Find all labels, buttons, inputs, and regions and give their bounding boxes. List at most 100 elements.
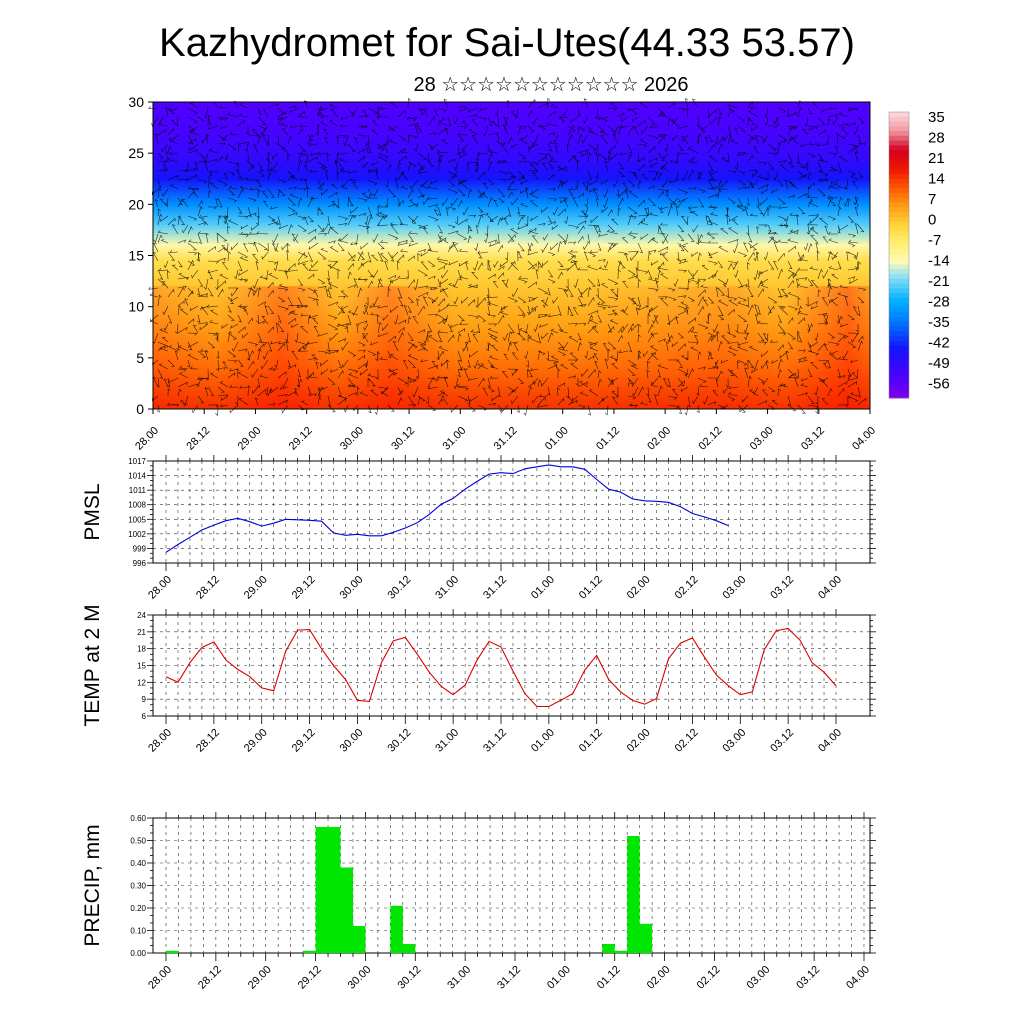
wind-barb — [367, 280, 374, 289]
wind-barb — [364, 215, 369, 226]
wind-barb — [784, 179, 789, 190]
wind-barb — [687, 206, 693, 214]
wind-barb — [209, 320, 219, 325]
wind-barb — [837, 381, 848, 388]
wind-barb — [810, 215, 819, 224]
wind-barb — [547, 278, 556, 284]
wind-barb — [637, 242, 644, 254]
wind-barb — [627, 170, 638, 177]
wind-barb — [611, 390, 619, 397]
x-tick-label: 29.00 — [246, 964, 274, 992]
wind-barb — [247, 385, 251, 397]
wind-barb — [537, 314, 549, 319]
wind-barb — [327, 350, 340, 353]
wind-barb — [437, 314, 446, 321]
wind-barb — [290, 175, 299, 181]
wind-barb — [597, 116, 609, 123]
colorbar-label: -28 — [928, 294, 950, 311]
wind-barb — [237, 260, 243, 272]
wind-barb — [671, 341, 679, 348]
wind-barb — [819, 377, 829, 383]
wind-barb — [406, 116, 419, 120]
wind-barb — [552, 296, 559, 304]
wind-barb — [627, 179, 636, 187]
wind-barb — [691, 251, 699, 258]
wind-barb — [777, 197, 786, 205]
x-tick-label: 04.00 — [844, 964, 872, 992]
wind-barb — [326, 341, 330, 352]
wind-barb — [797, 253, 805, 262]
wind-barb — [321, 188, 329, 196]
wind-barb — [577, 235, 584, 244]
wind-barb — [532, 395, 539, 404]
wind-barb — [537, 152, 549, 157]
wind-barb — [852, 306, 859, 316]
wind-barb — [762, 206, 769, 217]
wind-barb — [367, 188, 373, 196]
wind-barb — [367, 195, 379, 199]
wind-barb — [797, 173, 807, 181]
wind-barb — [497, 314, 505, 325]
wind-barb — [384, 260, 389, 271]
wind-barb — [247, 242, 256, 247]
wind-barb — [747, 181, 753, 190]
wind-barb — [188, 239, 199, 244]
wind-barb — [171, 264, 179, 271]
wind-barb — [259, 275, 269, 280]
wind-barb — [367, 373, 379, 379]
wind-barb — [200, 305, 209, 310]
wind-barb — [317, 182, 325, 190]
wind-barb — [797, 349, 806, 353]
wind-barb — [297, 368, 301, 378]
wind-barb — [426, 152, 430, 162]
wind-barb — [817, 161, 823, 173]
wind-barb — [477, 214, 484, 226]
wind-barb — [777, 323, 786, 333]
wind-barb — [607, 209, 613, 217]
wind-barb — [517, 332, 526, 341]
wind-barb — [746, 278, 750, 288]
colorbar-label: -7 — [928, 232, 941, 249]
wind-barb — [347, 262, 355, 271]
wind-barb — [427, 404, 437, 412]
wind-barb — [631, 377, 639, 387]
wind-barb — [583, 116, 589, 124]
wind-barb — [237, 371, 249, 379]
wind-barb — [677, 258, 687, 262]
wind-barb — [278, 341, 289, 345]
wind-barb — [567, 375, 577, 379]
wind-barb — [537, 287, 549, 295]
wind-barb — [577, 404, 586, 409]
wind-barb — [547, 97, 551, 109]
wind-barb — [583, 98, 589, 109]
wind-barb — [764, 107, 769, 118]
wind-barb — [617, 111, 625, 118]
wind-barb — [487, 402, 496, 407]
wind-barb — [557, 165, 569, 172]
wind-barb — [487, 259, 491, 270]
x-tick-label: 03.00 — [720, 727, 748, 755]
wind-barb — [447, 170, 458, 178]
wind-barb — [326, 269, 330, 281]
x-tick-label: 30.12 — [395, 964, 423, 992]
wind-barb — [487, 116, 493, 127]
wind-barb — [547, 221, 556, 226]
colorbar-swatch — [889, 369, 909, 375]
wind-barb — [587, 151, 592, 163]
wind-barb — [419, 344, 429, 352]
wind-barb — [376, 314, 380, 325]
wind-barb — [854, 251, 859, 261]
wind-barb — [330, 183, 339, 190]
wind-barb — [507, 331, 513, 343]
wind-barb — [277, 215, 281, 226]
wind-barb — [516, 404, 520, 414]
wind-barb — [320, 368, 329, 376]
chart-subtitle: 28 ☆☆☆☆☆☆☆☆☆☆☆ 2026 — [413, 74, 688, 96]
wind-barb — [327, 264, 339, 271]
wind-barb — [247, 317, 254, 325]
wind-barb — [510, 111, 519, 118]
wind-barb — [457, 386, 469, 391]
wind-barb — [636, 152, 640, 163]
wind-barb — [537, 261, 541, 271]
wind-barb — [717, 314, 725, 321]
